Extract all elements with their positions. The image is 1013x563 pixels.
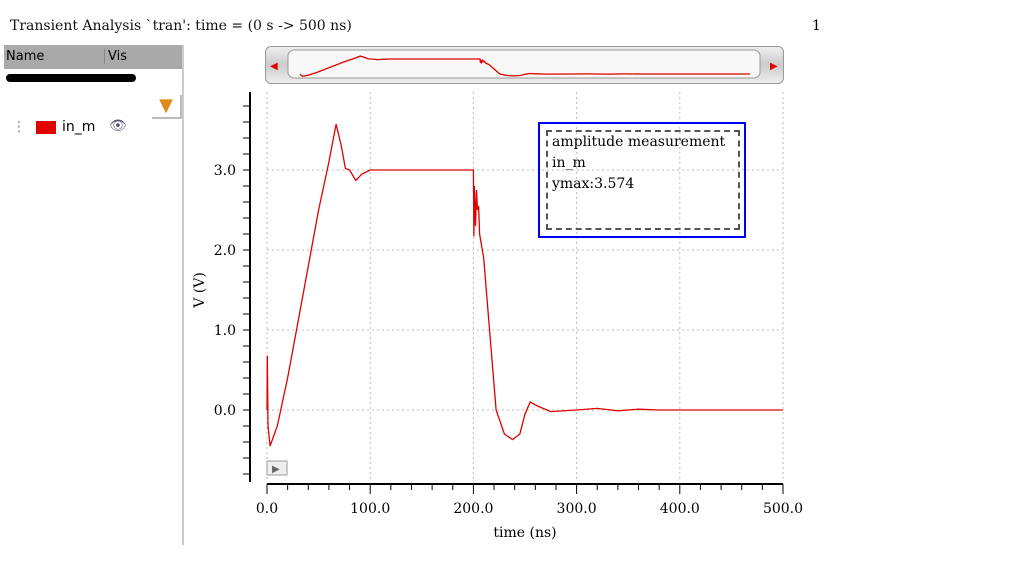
x-axis-label: time (ns) — [493, 525, 556, 541]
overview-thumb[interactable] — [287, 49, 761, 79]
y-axis-label: V (V) — [192, 272, 208, 309]
window-title: Transient Analysis `tran': time = (0 s -… — [10, 18, 352, 34]
scroll-left-icon[interactable]: ◀ — [270, 61, 278, 72]
play-button[interactable] — [266, 460, 288, 476]
eye-icon[interactable]: 👁 — [109, 118, 127, 134]
scrollbar[interactable] — [6, 74, 136, 82]
signal-name: in_m — [62, 119, 96, 135]
x-tick-label: 500.0 — [763, 501, 803, 517]
marker-value: ymax:3.574 — [552, 176, 635, 192]
play-icon: ▶ — [272, 464, 280, 475]
overview-waveform — [299, 55, 750, 77]
series-in_m — [266, 123, 783, 447]
y-tick-label: 0.0 — [214, 403, 236, 419]
column-name[interactable]: Name — [6, 49, 45, 64]
x-tick-label: 0.0 — [256, 501, 278, 517]
x-tick-label: 400.0 — [660, 501, 700, 517]
panel-header: Name Vis — [4, 45, 182, 69]
y-tick-label: 3.0 — [214, 163, 236, 179]
signal-item[interactable]: ⋮ in_m — [12, 119, 96, 135]
x-tick-label: 300.0 — [557, 501, 597, 517]
marker-title: amplitude measurement — [552, 134, 726, 150]
page-number: 1 — [812, 18, 821, 34]
marker-signal: in_m — [552, 155, 586, 171]
column-vis[interactable]: Vis — [104, 49, 127, 64]
signal-panel: Name Vis ▼ ⋮ in_m 👁 — [4, 45, 184, 545]
marker-label[interactable]: amplitude measurement in_m ymax:3.574 — [538, 122, 746, 238]
x-tick-label: 200.0 — [453, 501, 493, 517]
overview-scroller[interactable]: ◀ ▶ — [265, 46, 784, 84]
scroll-right-icon[interactable]: ▶ — [770, 61, 778, 72]
signal-color-swatch — [36, 120, 56, 134]
filter-icon[interactable]: ▼ — [152, 95, 182, 119]
x-tick-label: 100.0 — [350, 501, 390, 517]
y-tick-label: 1.0 — [214, 323, 236, 339]
y-tick-label: 2.0 — [214, 243, 236, 259]
